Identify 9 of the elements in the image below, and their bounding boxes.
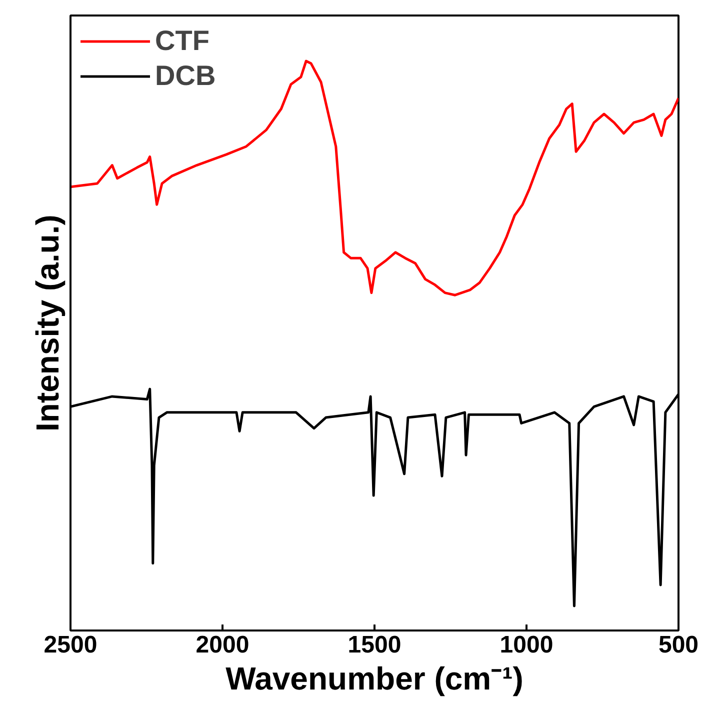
x-tick-label: 1000	[500, 632, 554, 658]
x-tick-label: 2500	[44, 632, 98, 658]
x-axis-title: Wavenumber (cm⁻¹)	[226, 660, 524, 696]
x-tick-label: 500	[658, 632, 699, 658]
legend-label: DCB	[155, 60, 216, 92]
legend-label: CTF	[155, 25, 210, 57]
x-tick-label: 1500	[348, 632, 402, 658]
x-tick-label: 2000	[196, 632, 250, 658]
y-axis-title: Intensity (a.u.)	[30, 214, 66, 432]
